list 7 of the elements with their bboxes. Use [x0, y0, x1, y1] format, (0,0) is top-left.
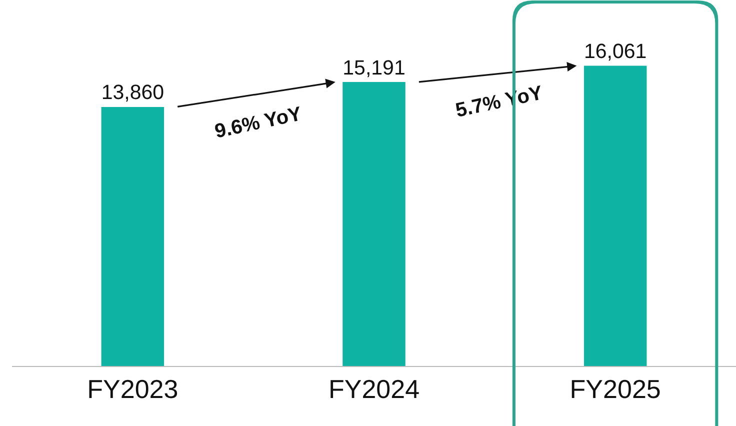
data-label: 16,061 — [584, 40, 647, 64]
x-tick-label: FY2023 — [87, 374, 178, 404]
data-label: 15,191 — [342, 56, 406, 80]
data-label: 13,860 — [101, 81, 164, 104]
x-tick-label: FY2024 — [328, 374, 420, 404]
x-tick-label: FY2025 — [570, 374, 661, 404]
annotation: 9.6% YoY — [212, 102, 304, 143]
